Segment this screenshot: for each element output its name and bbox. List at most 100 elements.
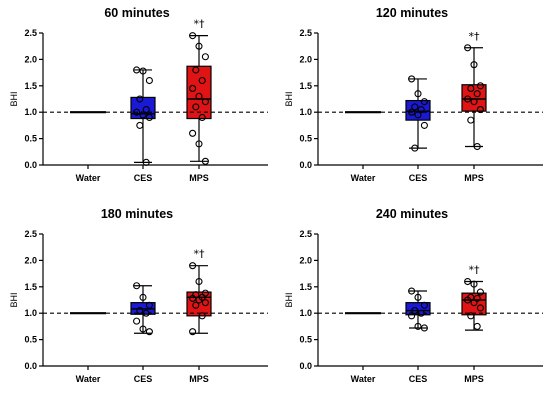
y-tick-label: 2.5 [24,28,37,38]
box-ces [405,287,431,332]
data-point [414,293,422,301]
chart-panel-240: 240 minutes BHI 0.0 0.5 1.0 1.5 2.0 2.5 Water CES… [275,201,550,401]
data-point [467,116,475,124]
chart-240-min: 240 minutes BHI 0.0 0.5 1.0 1.5 2.0 2.5 Water CES… [284,207,543,384]
significance-annotation: *† [194,18,206,31]
data-point [476,304,484,312]
data-point [195,277,203,286]
data-point [145,76,153,85]
data-point [470,280,478,288]
data-point [133,317,141,325]
chart-120-min: 120 minutes BHI 0.0 0.5 1.0 1.5 2.0 2.5 Water CES… [284,6,543,183]
data-point [464,95,472,103]
data-point [201,299,209,307]
y-axis-label: BHI [9,91,19,106]
data-point [136,95,144,103]
data-point [473,90,481,98]
data-point [189,294,197,302]
y-tick-label: 2.0 [299,255,312,265]
y-tick-label: 2.5 [24,229,37,239]
y-tick-label: 1.5 [299,81,312,91]
y-tick-label: 0.5 [299,134,312,144]
data-point [420,121,428,129]
y-axis-label: BHI [284,292,294,307]
data-point [201,157,209,165]
x-tick-label: MPS [464,173,484,183]
chart-60-min: 60 minutes BHI 0.0 0.5 1.0 1.5 2.0 2.5 Water CES M… [9,6,268,183]
box-ces [130,66,156,166]
data-point [198,76,206,85]
y-tick-label: 0.0 [24,361,37,371]
box-mps [461,277,487,331]
y-tick-label: 0.5 [24,335,37,345]
data-point [414,322,422,330]
x-tick-label: MPS [464,374,484,384]
data-point [408,75,416,83]
y-axis-label: BHI [284,91,294,106]
data-point [189,262,197,270]
box-mps [186,32,212,165]
data-point [195,92,203,100]
data-point [189,129,197,137]
y-tick-label: 2.0 [24,54,37,64]
y-tick-label: 1.5 [299,282,312,292]
y-tick-label: 2.5 [299,28,312,38]
data-point [133,108,141,116]
data-point [411,103,419,111]
significance-annotation: *† [194,248,206,261]
y-tick-label: 2.5 [299,229,312,239]
y-tick-label: 0.0 [24,160,37,170]
data-point [142,106,150,114]
data-point [195,42,203,50]
y-tick-label: 1.5 [24,81,37,91]
data-point [189,32,197,40]
x-tick-label: CES [409,173,428,183]
chart-title: 240 minutes [376,207,448,221]
data-point [408,108,416,116]
y-axis-label: BHI [9,292,19,307]
x-tick-label: CES [409,374,428,384]
y-tick-label: 0.5 [299,335,312,345]
data-point [192,66,200,74]
x-tick-label: CES [134,374,153,384]
y-tick-label: 0.5 [24,134,37,144]
data-point [192,103,200,111]
data-point [464,277,472,286]
data-point [201,98,209,106]
data-point [198,312,206,320]
data-point [136,121,144,129]
box-ces [130,282,156,336]
data-point [139,293,147,301]
data-point [133,66,141,74]
significance-annotation: *† [469,264,481,277]
box-iqr [186,65,212,120]
data-point [201,53,209,61]
data-point [420,98,428,106]
data-point [145,328,153,336]
data-point [136,307,144,315]
box-ces [405,75,431,152]
x-tick-label: Water [76,374,101,384]
chart-title: 120 minutes [376,6,448,20]
y-tick-label: 1.0 [299,308,312,318]
data-point [142,158,150,166]
chart-title: 180 minutes [101,207,173,221]
x-tick-label: Water [351,173,376,183]
chart-panel-180: 180 minutes BHI 0.0 0.5 1.0 1.5 2.0 2.5 Water CES… [0,201,275,401]
y-tick-label: 0.0 [299,160,312,170]
x-tick-label: MPS [189,173,209,183]
data-point [464,44,472,52]
chart-panel-60: 60 minutes BHI 0.0 0.5 1.0 1.5 2.0 2.5 Water CES M… [0,0,275,200]
data-point [417,106,425,114]
data-point [414,90,422,98]
data-point [476,288,484,296]
data-point [470,98,478,106]
data-point [145,113,153,122]
data-point [470,299,478,307]
data-point [192,301,200,309]
data-point [464,296,472,304]
data-point [411,307,419,315]
data-point [411,144,419,152]
chart-title: 60 minutes [104,6,169,20]
x-tick-label: CES [134,173,153,183]
